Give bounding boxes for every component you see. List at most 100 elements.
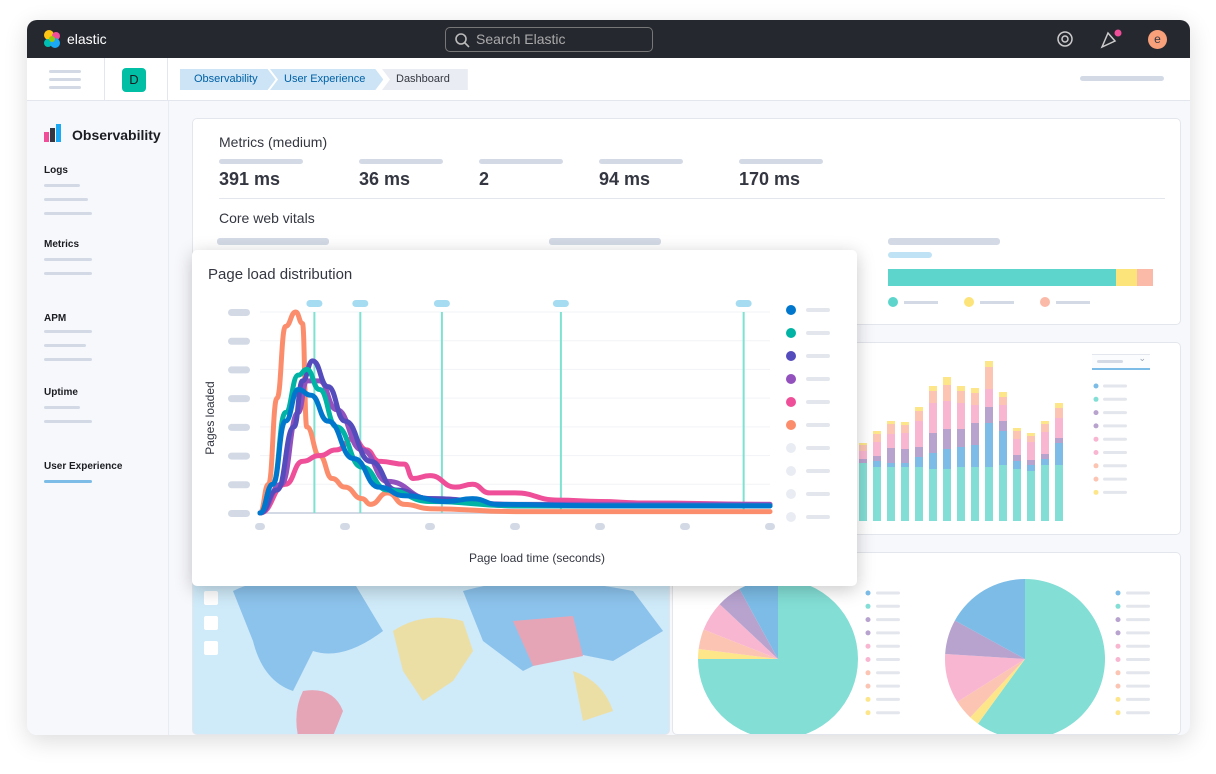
legend-label-placeholder	[1103, 397, 1127, 401]
top-bar: elastic Search Elastic e	[27, 20, 1190, 58]
sidebar-placeholder	[44, 272, 92, 275]
bar-segment	[887, 421, 895, 424]
bar-segment	[929, 433, 937, 453]
sidebar-item-logs[interactable]: Logs	[44, 165, 68, 176]
brand-name: elastic	[67, 31, 107, 47]
core-web-vitals-title: Core web vitals	[219, 210, 315, 226]
bar-segment	[915, 411, 923, 421]
legend-dot	[888, 297, 898, 307]
y-tick-label	[228, 395, 250, 403]
hamburger-icon	[49, 70, 81, 73]
legend-label-placeholder	[806, 308, 830, 312]
observability-logo-icon	[44, 124, 61, 142]
legend-label-placeholder	[1126, 697, 1150, 701]
legend-dot	[865, 603, 871, 609]
series-line	[257, 309, 773, 516]
series-line	[257, 358, 773, 516]
legend-label-placeholder	[876, 631, 900, 635]
metric-value: 2	[479, 169, 490, 189]
x-tick-label	[680, 523, 690, 530]
stacked-bar-chart	[859, 361, 1127, 521]
help-icon[interactable]	[1055, 29, 1075, 49]
legend-label-placeholder	[1103, 477, 1127, 481]
bar-segment	[985, 367, 993, 389]
legend-dot	[786, 305, 796, 315]
map-zoom-in-button[interactable]	[204, 591, 218, 605]
legend-dot	[1115, 603, 1121, 609]
bar-segment	[999, 431, 1007, 465]
legend-dot	[1115, 657, 1121, 662]
newsfeed-icon[interactable]	[1099, 29, 1123, 51]
series-line	[257, 435, 773, 516]
sidebar-item-user-experience[interactable]: User Experience	[44, 461, 123, 472]
sidebar-item-apm[interactable]: APM	[44, 313, 67, 324]
breadcrumb-observability[interactable]: Observability	[180, 69, 276, 90]
legend-label-placeholder	[1103, 451, 1127, 454]
bar-segment	[1013, 439, 1021, 455]
y-tick-label	[228, 423, 250, 431]
x-axis-label: Page load time (seconds)	[469, 551, 605, 565]
avatar[interactable]: e	[1148, 30, 1167, 49]
breakdown-select[interactable]: ⌄	[1092, 353, 1150, 370]
bar-segment	[873, 442, 881, 456]
legend-label-placeholder	[1103, 411, 1127, 415]
metric-label	[219, 159, 303, 164]
pie-slice	[970, 659, 1025, 724]
search-input[interactable]: Search Elastic	[445, 27, 653, 52]
legend-dot	[865, 630, 871, 636]
bar-segment	[999, 397, 1007, 405]
legend-dot	[865, 696, 871, 702]
elastic-logo[interactable]: elastic	[41, 28, 107, 50]
bar-segment	[999, 405, 1007, 421]
legend-label-placeholder	[806, 331, 830, 335]
metric-label	[479, 159, 563, 164]
bar-segment	[859, 445, 867, 451]
legend-label-placeholder	[1103, 424, 1127, 428]
bar-segment	[859, 451, 867, 459]
bar-segment	[971, 388, 979, 393]
bar-segment	[957, 429, 965, 447]
vital-bar-segment	[888, 269, 1116, 286]
metric-label	[359, 159, 443, 164]
legend-dot	[865, 657, 871, 662]
bar-segment	[873, 461, 881, 467]
pie-slice	[698, 648, 778, 659]
legend-dot	[865, 710, 871, 716]
search-icon	[455, 33, 470, 48]
breadcrumb-dashboard: Dashboard	[382, 69, 468, 90]
bar-segment	[1041, 465, 1049, 521]
breadcrumb-user-experience[interactable]: User Experience	[270, 69, 383, 90]
legend-label-placeholder	[876, 711, 900, 715]
bar-segment	[929, 469, 937, 521]
bar-segment	[929, 386, 937, 391]
bar-segment	[859, 463, 867, 521]
legend-label-placeholder	[1126, 618, 1150, 622]
legend-dot	[1093, 463, 1099, 469]
map-fit-button[interactable]	[204, 641, 218, 655]
vitals-legend-item	[964, 297, 1014, 307]
metrics-title: Metrics (medium)	[219, 134, 328, 150]
bar-segment	[915, 407, 923, 411]
map-panel	[192, 570, 670, 735]
legend-dot	[786, 397, 796, 407]
legend-dot	[786, 420, 796, 430]
map-zoom-out-button[interactable]	[204, 616, 218, 630]
metric-label	[739, 159, 823, 164]
legend-dot	[865, 683, 871, 689]
legend-dot	[786, 466, 796, 476]
legend-label-placeholder	[876, 671, 900, 675]
world-map[interactable]	[193, 571, 670, 735]
space-avatar[interactable]: D	[122, 68, 146, 92]
sidebar-item-metrics[interactable]: Metrics	[44, 239, 80, 250]
divider	[219, 198, 1165, 199]
sidebar-item-uptime[interactable]: Uptime	[44, 387, 78, 398]
bar-segment	[1041, 424, 1049, 432]
bar-segment	[971, 445, 979, 467]
menu-toggle-button[interactable]	[49, 70, 83, 90]
vitals-legend	[888, 297, 1090, 307]
legend-dot	[1093, 410, 1099, 416]
x-tick-label	[255, 523, 265, 530]
legend-label-placeholder	[876, 591, 900, 595]
percentile-marker-label	[735, 300, 752, 307]
divider	[104, 58, 105, 101]
